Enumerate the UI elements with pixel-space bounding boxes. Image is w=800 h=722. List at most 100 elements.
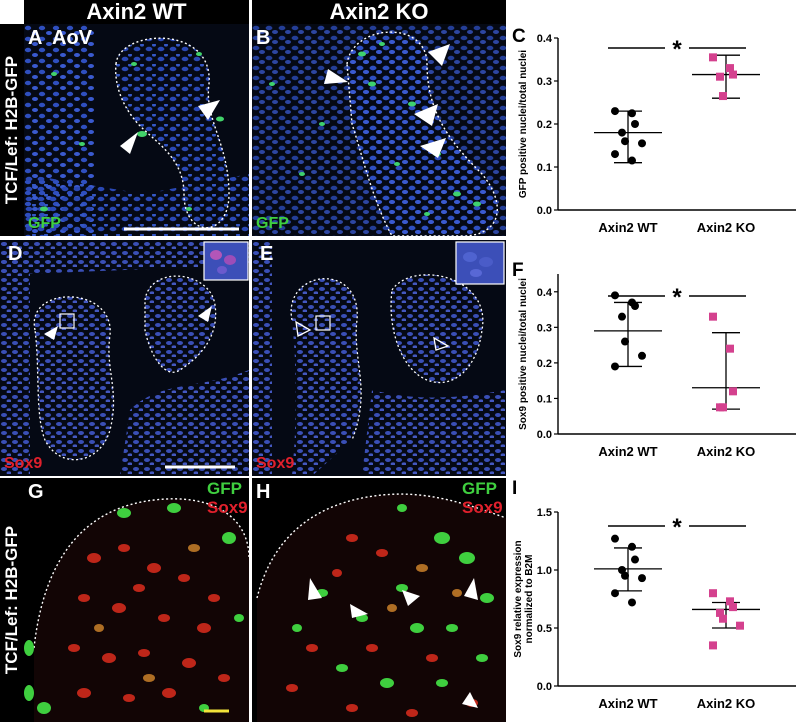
x-category-label: Axin2 WT xyxy=(598,696,657,711)
data-point-wt xyxy=(611,589,619,598)
arrowhead-b4 xyxy=(420,138,446,158)
y-tick-label: 0.5 xyxy=(537,623,552,635)
arrowhead-d1 xyxy=(44,326,58,340)
data-point-wt xyxy=(628,109,636,118)
side-label-top: TCF/Lef: H2B-GFP xyxy=(0,24,24,236)
inset-box-d xyxy=(59,313,75,329)
data-point-wt xyxy=(611,150,619,159)
y-axis-label: normalized to B2M xyxy=(524,555,535,644)
micrograph-panel-g: G GFP Sox9 xyxy=(24,478,249,722)
micrograph-a-image xyxy=(24,24,249,236)
side-label-bottom: TCF/Lef: H2B-GFP xyxy=(0,478,24,722)
x-category-label: Axin2 KO xyxy=(697,220,756,235)
significance-asterisk: * xyxy=(672,284,682,311)
panel-b-stain: GFP xyxy=(256,215,289,232)
panel-letter-g: G xyxy=(28,481,44,503)
data-point-wt xyxy=(621,571,629,580)
data-point-ko xyxy=(719,92,727,101)
arrowhead-h1 xyxy=(308,578,322,600)
x-category-label: Axin2 WT xyxy=(598,444,657,459)
data-point-ko xyxy=(716,608,724,617)
arrowhead-h2 xyxy=(402,590,420,606)
data-point-ko xyxy=(709,641,717,650)
data-point-ko xyxy=(736,621,744,630)
y-tick-label: 1.0 xyxy=(537,565,552,577)
panel-h-stain-sox9: Sox9 xyxy=(462,498,503,517)
y-tick-label: 0.0 xyxy=(537,429,552,441)
data-point-wt xyxy=(628,542,636,551)
micrograph-e-image xyxy=(252,240,506,476)
data-point-wt xyxy=(621,137,629,146)
panel-letter-i: I xyxy=(512,478,517,499)
y-tick-label: 1.5 xyxy=(537,507,552,519)
data-point-ko xyxy=(709,53,717,62)
header-axin2-wt: Axin2 WT xyxy=(24,0,249,24)
chart-i: I 0.0 0.5 1.0 1.5 Sox9 relative expression nor… xyxy=(512,478,796,711)
micrograph-g-image xyxy=(24,498,249,722)
y-tick-label: 0.1 xyxy=(537,393,552,405)
data-point-ko xyxy=(719,403,727,412)
data-point-wt xyxy=(621,337,629,346)
y-tick-label: 0.4 xyxy=(537,287,553,299)
data-point-wt xyxy=(631,302,639,310)
side-label-bottom-text: TCF/Lef: H2B-GFP xyxy=(2,525,21,675)
panel-letter-d: D xyxy=(8,243,23,265)
data-point-wt xyxy=(631,555,639,564)
y-axis-label: Sox9 relative expression xyxy=(513,540,524,657)
arrowhead-h3 xyxy=(350,604,368,618)
data-point-wt xyxy=(638,139,646,148)
data-point-wt xyxy=(638,574,646,583)
y-tick-label: 0.3 xyxy=(537,322,552,334)
y-axis-label: Sox9 positive nuclei/total nuclei xyxy=(518,278,529,430)
y-tick-label: 0.4 xyxy=(537,33,553,45)
panel-a-region: AoV xyxy=(52,27,92,49)
significance-asterisk: * xyxy=(672,514,682,541)
micrograph-panel-d: D Sox9 xyxy=(0,240,249,476)
data-point-wt xyxy=(628,156,636,165)
data-point-ko xyxy=(726,344,734,353)
x-category-label: Axin2 WT xyxy=(598,220,657,235)
y-tick-label: 0.0 xyxy=(537,205,552,217)
side-label-top-text: TCF/Lef: H2B-GFP xyxy=(2,55,21,205)
panel-letter-e: E xyxy=(260,243,274,265)
data-point-ko xyxy=(726,597,734,606)
panel-a-stain: GFP xyxy=(28,215,61,232)
micrograph-panel-b: B P0 GFP xyxy=(252,24,506,236)
panel-letter-c: C xyxy=(512,26,526,47)
panel-e-stain: Sox9 xyxy=(256,455,295,472)
chart-f: F 0.0 0.1 0.2 0.3 0.4 Sox9 positive nuclei/tot… xyxy=(512,260,796,459)
panel-g-stain-gfp: GFP xyxy=(207,479,242,498)
micrograph-h-image xyxy=(256,493,506,722)
panel-letter-f: F xyxy=(512,260,524,281)
x-category-label: Axin2 KO xyxy=(697,696,756,711)
micrograph-panel-h: H GFP Sox9 xyxy=(252,478,506,722)
arrowhead-a2 xyxy=(198,100,220,120)
arrowhead-h4 xyxy=(464,578,478,600)
data-point-wt xyxy=(631,120,639,128)
data-point-ko xyxy=(729,70,737,79)
panel-letter-b: B xyxy=(256,27,271,49)
data-point-ko xyxy=(719,614,727,623)
data-point-ko xyxy=(729,603,737,612)
arrowhead-a1 xyxy=(120,132,138,154)
y-axis-label: GFP positive nuclei/total nuclei xyxy=(518,50,529,198)
arrowhead-h5 xyxy=(462,692,478,708)
data-point-ko xyxy=(709,312,717,321)
data-point-wt xyxy=(611,534,619,543)
micrograph-panel-e: E Sox9 xyxy=(252,240,506,476)
y-tick-label: 0.3 xyxy=(537,76,552,88)
panel-letter-h: H xyxy=(256,481,271,503)
data-point-wt xyxy=(618,312,626,321)
arrowhead-d2 xyxy=(198,306,212,322)
chart-c: C 0.0 0.1 0.2 0.3 0.4 GFP positive nuclei/tota… xyxy=(512,26,796,235)
data-point-wt xyxy=(611,291,619,300)
micrograph-d-image xyxy=(0,240,249,476)
panel-g-stain-sox9: Sox9 xyxy=(207,498,248,517)
data-point-wt xyxy=(628,598,636,607)
significance-asterisk: * xyxy=(672,36,682,63)
data-point-ko xyxy=(726,64,734,73)
panel-d-stain: Sox9 xyxy=(4,455,43,472)
y-tick-label: 0.0 xyxy=(537,681,552,693)
data-point-ko xyxy=(729,387,737,396)
data-point-wt xyxy=(611,362,619,371)
